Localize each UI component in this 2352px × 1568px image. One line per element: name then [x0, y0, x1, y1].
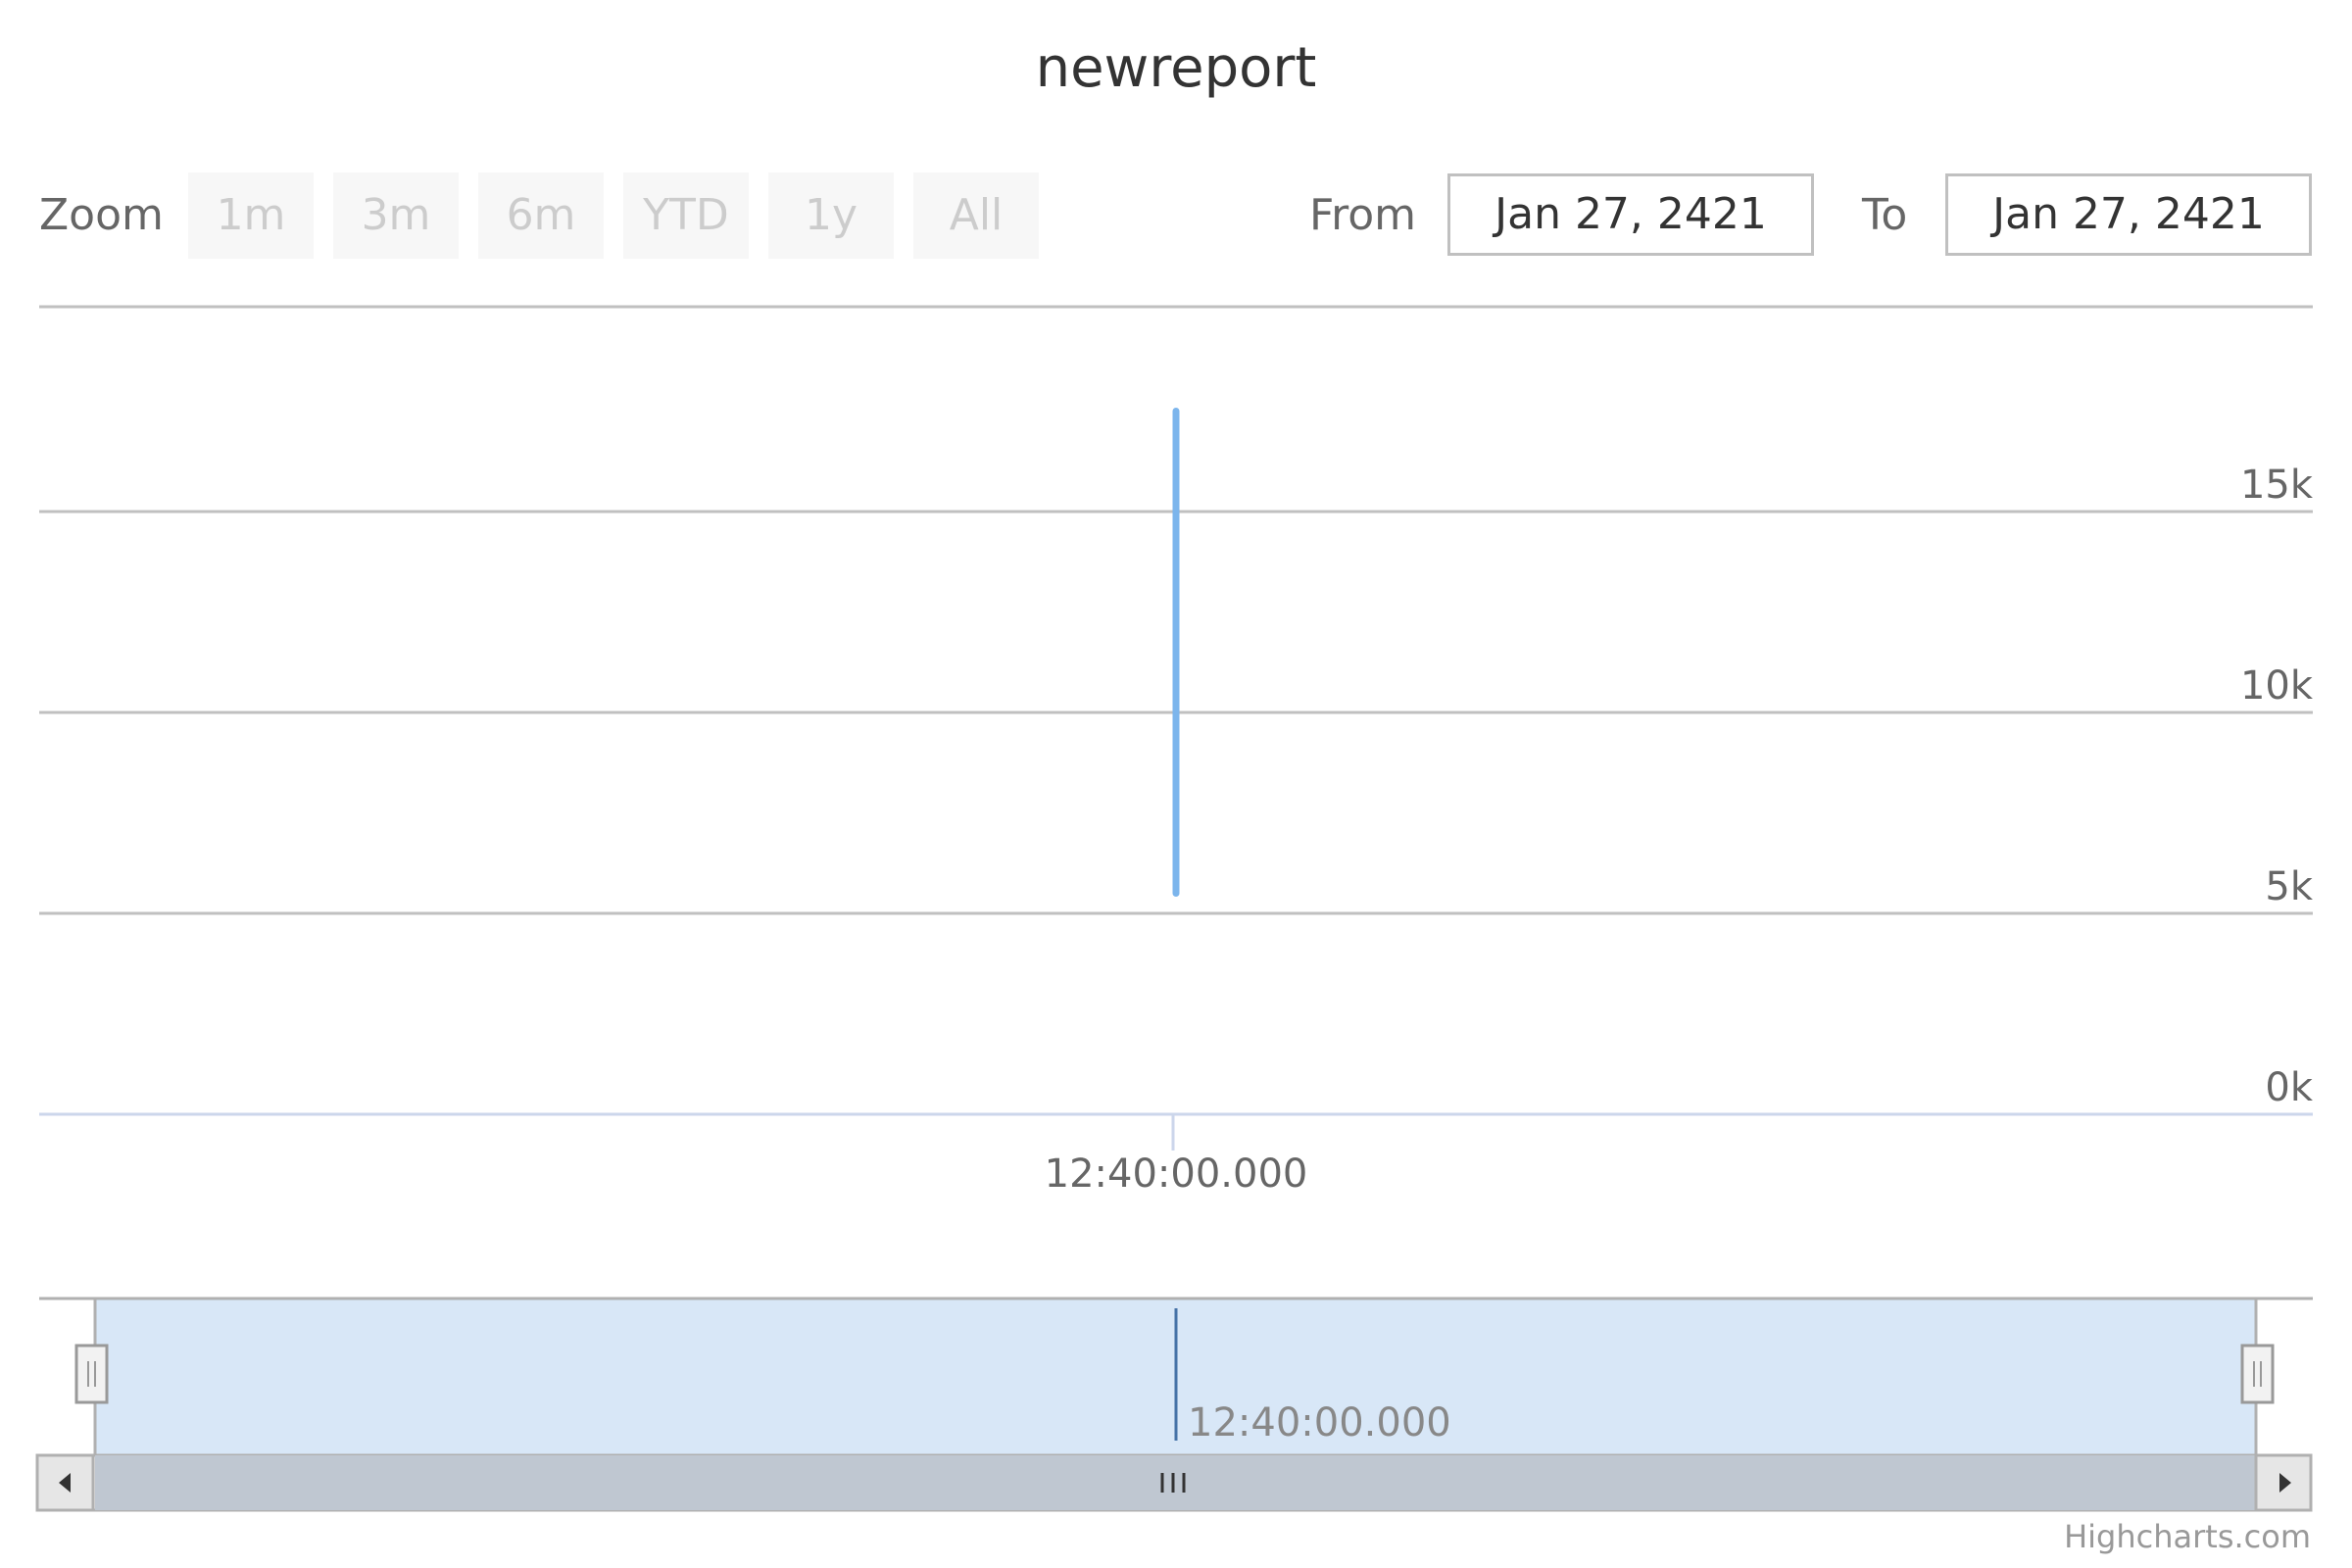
scrollbar-grip-icon [1160, 1473, 1186, 1493]
navigator-left-handle[interactable] [74, 1344, 109, 1404]
zoom-6m-button[interactable]: 6m [478, 172, 604, 259]
to-date-input[interactable]: Jan 27, 2421 [1945, 173, 2312, 256]
scrollbar[interactable] [35, 1453, 2313, 1512]
zoom-3m-button[interactable]: 3m [333, 172, 459, 259]
y-tick-label: 5k [2265, 864, 2313, 909]
navigator-right-handle[interactable] [2240, 1344, 2275, 1404]
zoom-1m-button[interactable]: 1m [188, 172, 314, 259]
y-tick-label: 0k [2265, 1065, 2313, 1110]
x-axis: 12:40:00.000 [1045, 1114, 1308, 1197]
arrow-right-icon [2279, 1473, 2291, 1493]
scrollbar-thumb[interactable] [95, 1455, 2256, 1510]
to-label: To [1862, 190, 1908, 240]
arrow-left-icon [59, 1473, 71, 1493]
zoom-ytd-button[interactable]: YTD [623, 172, 749, 259]
y-tick-label: 10k [2240, 663, 2314, 709]
zoom-all-button[interactable]: All [913, 172, 1039, 259]
zoom-label: Zoom [39, 190, 164, 240]
chart-title: newreport [1035, 36, 1317, 100]
from-date-input[interactable]: Jan 27, 2421 [1447, 173, 1814, 256]
from-label: From [1309, 190, 1417, 240]
navigator-tick-label: 12:40:00.000 [1188, 1400, 1451, 1446]
scroll-right-button[interactable] [2254, 1453, 2313, 1512]
y-tick-label: 15k [2240, 463, 2314, 508]
navigator[interactable]: 12:40:00.000 [39, 1297, 2313, 1457]
x-tick-label: 12:40:00.000 [1045, 1152, 1308, 1197]
credits-link[interactable]: Highcharts.com [2064, 1518, 2311, 1555]
scroll-left-button[interactable] [35, 1453, 95, 1512]
zoom-1y-button[interactable]: 1y [768, 172, 894, 259]
